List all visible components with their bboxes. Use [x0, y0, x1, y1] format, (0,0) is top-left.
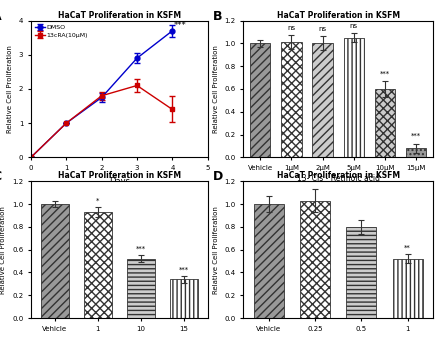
Text: A: A — [0, 10, 2, 23]
Title: HaCaT Proliferation in KSFM: HaCaT Proliferation in KSFM — [277, 171, 400, 181]
X-axis label: Days: Days — [109, 176, 130, 185]
Text: ***: *** — [411, 133, 421, 139]
Y-axis label: Relative Cell Proliferation: Relative Cell Proliferation — [0, 206, 7, 293]
Legend: DMSO, 13cRA(10μM): DMSO, 13cRA(10μM) — [34, 24, 89, 39]
Bar — [41, 204, 69, 318]
Bar — [343, 38, 364, 157]
Title: HaCaT Proliferation in KSFM: HaCaT Proliferation in KSFM — [58, 11, 181, 20]
Bar — [254, 204, 284, 318]
Bar — [346, 227, 377, 318]
Text: *: * — [96, 198, 99, 204]
Text: ***: *** — [174, 21, 187, 30]
Title: HaCaT Proliferation in KSFM: HaCaT Proliferation in KSFM — [58, 171, 181, 181]
Y-axis label: Relative Cell Proliferation: Relative Cell Proliferation — [7, 45, 13, 133]
Bar — [250, 43, 271, 157]
Bar — [406, 148, 426, 157]
Text: B: B — [213, 10, 222, 23]
Bar — [392, 259, 423, 318]
Bar — [127, 259, 155, 318]
Bar — [375, 89, 395, 157]
Text: ***: *** — [179, 266, 189, 273]
Text: D: D — [213, 170, 223, 183]
Bar — [84, 212, 112, 318]
Bar — [312, 43, 333, 157]
Text: ***: *** — [136, 246, 146, 252]
Bar — [300, 201, 330, 318]
Bar — [170, 279, 198, 318]
Text: **: ** — [404, 245, 411, 251]
Text: ns: ns — [350, 23, 358, 28]
Text: C: C — [0, 170, 1, 183]
Text: ns: ns — [287, 25, 295, 31]
X-axis label: 13- Cis - Retinoic acid: 13- Cis - Retinoic acid — [297, 174, 380, 183]
Bar — [281, 42, 301, 157]
Text: ns: ns — [319, 26, 327, 32]
Y-axis label: Relative Cell Proliferation: Relative Cell Proliferation — [213, 45, 219, 133]
Text: ***: *** — [380, 70, 390, 76]
Title: HaCaT Proliferation in KSFM: HaCaT Proliferation in KSFM — [277, 11, 400, 20]
Y-axis label: Relative Cell Proliferation: Relative Cell Proliferation — [213, 206, 219, 293]
